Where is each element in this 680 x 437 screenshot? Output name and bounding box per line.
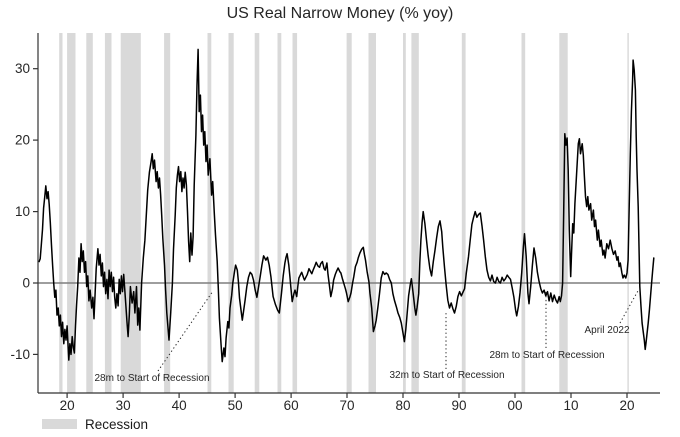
annotation-leader-line [157,290,214,372]
y-tick-label: 30 [15,61,30,76]
x-tick-label: 10 [563,398,578,413]
recession-band [368,33,376,393]
x-tick-label: 20 [60,398,75,413]
recession-band [277,33,282,393]
annotation-label: 28m to Start of Recession [94,373,209,384]
x-tick-label: 00 [507,398,522,413]
recession-bands [59,33,629,393]
y-axis: -10 0 10 20 30 [10,33,39,393]
x-tick-label: 20 [619,398,634,413]
annotations: 28m to Start of Recession 32m to Start of… [94,288,640,384]
recession-band [627,33,629,393]
x-axis: 20 30 40 50 60 70 80 90 00 10 20 [38,392,660,413]
recession-band [120,33,141,393]
recession-band [403,33,406,393]
recession-band [346,33,352,393]
y-tick-label: 0 [22,276,30,291]
money-series-line [38,48,655,363]
annotation-label: 28m to Start of Recession [489,350,604,361]
legend-label-recession: Recession [85,417,148,432]
recession-band [207,33,212,393]
legend-swatch-recession [42,419,77,429]
recession-band [59,33,63,393]
legend: Recession [42,417,148,432]
x-tick-label: 30 [116,398,131,413]
x-tick-label: 90 [451,398,466,413]
recession-band [164,33,171,393]
chart-title: US Real Narrow Money (% yoy) [227,5,454,22]
y-tick-label: -10 [10,347,30,362]
recession-band [228,33,234,393]
recession-band [461,33,466,393]
x-tick-label: 80 [395,398,410,413]
recession-band [292,33,298,393]
y-tick-label: 20 [15,133,30,148]
x-tick-label: 60 [284,398,299,413]
annotation-label: 32m to Start of Recession [389,370,504,381]
recession-band [411,33,419,393]
x-tick-label: 50 [228,398,243,413]
recession-band [104,33,112,393]
recession-band [86,33,93,393]
recession-band [254,33,260,393]
annotation-leader-line [619,288,640,324]
recession-band [67,33,76,393]
series-line-group [38,48,655,363]
y-tick-label: 10 [15,204,30,219]
x-tick-label: 70 [339,398,354,413]
x-tick-label: 40 [172,398,187,413]
annotation-label: April 2022 [584,325,629,336]
recession-band [521,33,526,393]
